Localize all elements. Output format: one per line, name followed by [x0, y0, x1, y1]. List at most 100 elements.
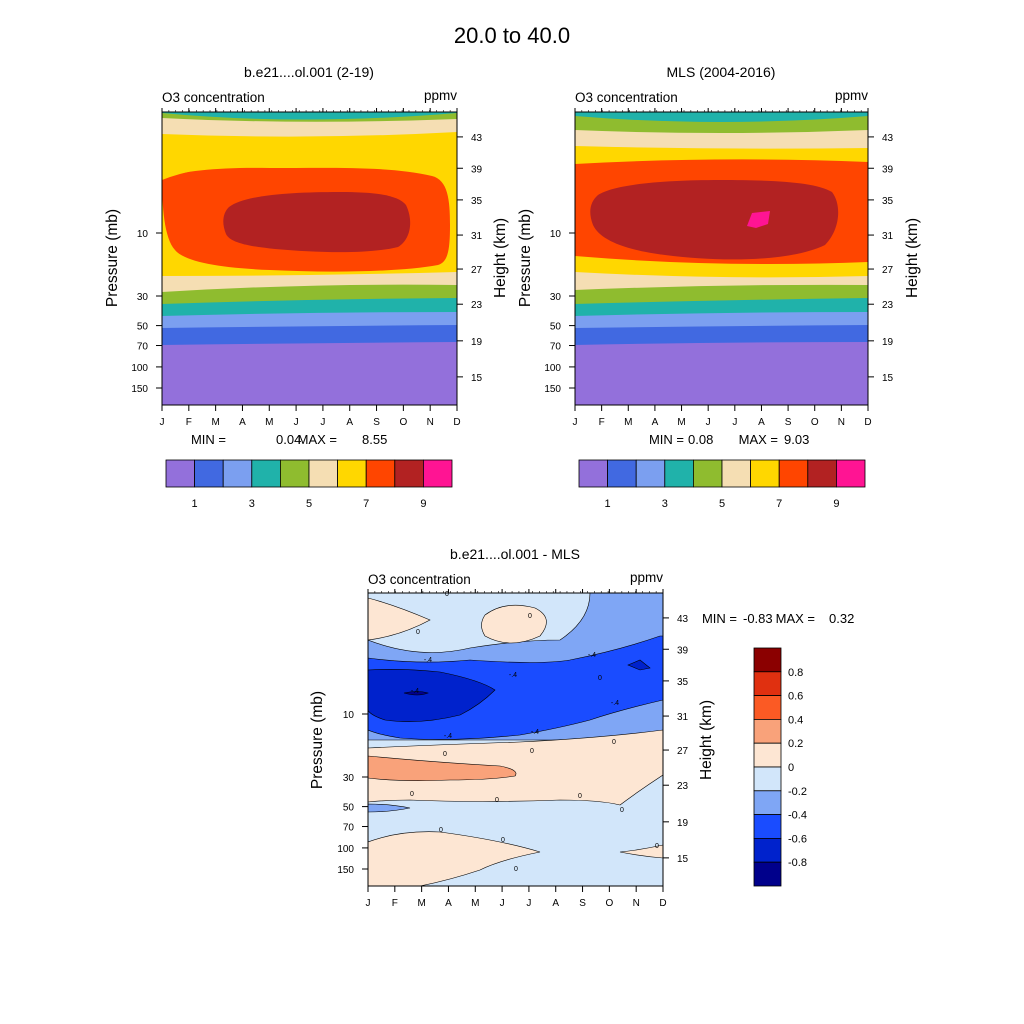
diff-x-tick-label: S: [579, 898, 586, 909]
diff-x-tick-label: J: [366, 898, 371, 909]
diff-colorbar-label: 0: [788, 762, 794, 774]
model-min-value: 0.04: [276, 432, 301, 447]
diff-band-right-neg: [627, 659, 651, 671]
mls-x-tick-label: M: [624, 417, 632, 428]
diff-band-pos-0-0.2-b: [481, 604, 547, 644]
diff-contour-label: 0: [578, 793, 582, 800]
model-colorbar-box: [394, 459, 424, 488]
diff-contour-label: -.4: [531, 729, 539, 736]
diff-colorbar-box: [753, 719, 782, 744]
mls-x-tick-label: N: [838, 417, 845, 428]
diff-colorbar-box: [753, 671, 782, 696]
mls-colorbar-box: [807, 459, 837, 488]
diff-y-tick-label: 30: [343, 773, 355, 784]
model-colorbar-box: [251, 459, 281, 488]
diff-colorbar-box: [753, 790, 782, 815]
diff-band-mid-pos: [368, 729, 663, 806]
mls-max-value: 9.03: [784, 432, 809, 447]
mls-y2-tick-label: 35: [882, 196, 894, 207]
model-colorbar-label: 7: [363, 498, 369, 510]
diff-contour-label: 0: [598, 675, 602, 682]
model-contour-fill: [162, 112, 457, 405]
mls-axes: J F M A M J J A S O N D 10 30 50 70 100 150 43 39 35 31 27 23 19…: [544, 108, 894, 428]
mls-y-tick-label: 100: [544, 363, 561, 374]
diff-contour-label: 0: [416, 629, 420, 636]
model-panel: b.e21....ol.001 (2-19) O3 concentration …: [104, 64, 509, 510]
model-y-tick-label: 50: [137, 322, 149, 333]
mls-colorbar-box: [607, 459, 637, 488]
diff-variable-label: O3 concentration: [368, 572, 471, 587]
diff-y2-tick-label: 23: [677, 781, 689, 792]
diff-y2-tick-label: 35: [677, 677, 689, 688]
diff-contour-label: 0: [612, 739, 616, 746]
diff-contour-label: -.4: [588, 652, 596, 659]
model-x-tick-label: A: [346, 417, 353, 428]
figure-title: 20.0 to 40.0: [454, 23, 570, 48]
diff-contour-label: -.4: [444, 733, 452, 740]
model-y-tick-label: 10: [137, 229, 149, 240]
diff-x-tick-label: M: [417, 898, 425, 909]
diff-band-lt-neg-0.8: [403, 691, 429, 696]
mls-x-tick-label: O: [811, 417, 819, 428]
diff-y2-tick-label: 15: [677, 854, 689, 865]
mls-panel-title: MLS (2004-2016): [667, 64, 776, 80]
diff-band-right-lower-pos: [619, 844, 663, 859]
mls-y2-tick-label: 23: [882, 300, 894, 311]
diff-colorbar-box: [753, 838, 782, 863]
model-colorbar-box: [365, 459, 396, 488]
mls-variable-label: O3 concentration: [575, 90, 678, 105]
mls-x-tick-label: J: [706, 417, 711, 428]
mls-max-label: MAX =: [739, 432, 778, 447]
model-y2-tick-label: 27: [471, 265, 483, 276]
diff-colorbar-box: [753, 647, 782, 673]
model-y-tick-label: 30: [137, 292, 149, 303]
mls-y2-tick-label: 43: [882, 133, 894, 144]
model-stats: MIN = 0.04 MAX = 8.55: [191, 432, 387, 447]
diff-x-tick-label: J: [526, 898, 531, 909]
diff-colorbar-box: [753, 814, 782, 839]
mls-y-tick-label: 70: [550, 342, 562, 353]
model-colorbar: 1 3 5 7 9: [165, 459, 453, 510]
model-colorbar-box: [222, 459, 253, 488]
diff-contour-label: 0: [495, 797, 499, 804]
model-y-tick-label: 100: [131, 363, 148, 374]
model-x-tick-label: J: [320, 417, 325, 428]
diff-x-tick-label: A: [445, 898, 452, 909]
diff-contour-label: 0: [443, 751, 447, 758]
model-colorbar-box: [308, 459, 339, 488]
diff-contour-label: -.4: [611, 700, 619, 707]
model-x-tick-label: F: [186, 417, 192, 428]
model-max-label: MAX =: [298, 432, 337, 447]
mls-panel: MLS (2004-2016) O3 concentration ppmv J F…: [517, 64, 921, 510]
mls-colorbar-label: 9: [833, 498, 839, 510]
mls-y-tick-label: 50: [550, 322, 562, 333]
diff-axes: J F M A M J J A S O N D1030507010015043393531272319…: [337, 589, 689, 909]
model-y2-tick-label: 23: [471, 300, 483, 311]
diff-band-pos-0-0.2-a: [368, 597, 431, 641]
diff-contour-label: 0: [445, 591, 449, 598]
mls-y-tick-label: 150: [544, 384, 561, 395]
model-x-tick-label: O: [399, 417, 407, 428]
diff-y-tick-label: 100: [337, 844, 354, 855]
diff-contour-fill: [368, 593, 663, 886]
mls-band-8: [590, 180, 839, 260]
mls-y2-tick-label: 15: [882, 373, 894, 384]
diff-band-pos-0.2-0.4: [368, 755, 517, 781]
diff-y-tick-label: 70: [343, 823, 355, 834]
diff-y2-axis-label: Height (km): [698, 700, 715, 780]
mls-units-label: ppmv: [835, 88, 868, 103]
mls-plot-frame: [574, 111, 869, 406]
diff-panel-title: b.e21....ol.001 - MLS: [450, 546, 580, 562]
mls-x-tick-label: S: [785, 417, 792, 428]
diff-colorbar-label: 0.8: [788, 667, 803, 679]
diff-band-neg-blob: [368, 803, 411, 813]
diff-colorbar-label: 0.2: [788, 738, 803, 750]
mls-x-tick-label: F: [599, 417, 605, 428]
diff-colorbar-box: [753, 861, 782, 887]
diff-stats: MIN = -0.83 MAX = 0.32: [702, 611, 854, 626]
mls-colorbar: 1 3 5 7 9: [578, 459, 866, 510]
diff-y-tick-label: 50: [343, 803, 355, 814]
diff-y-axis-label: Pressure (mb): [309, 691, 326, 789]
model-colorbar-label: 5: [306, 498, 312, 510]
mls-colorbar-box: [664, 459, 694, 488]
